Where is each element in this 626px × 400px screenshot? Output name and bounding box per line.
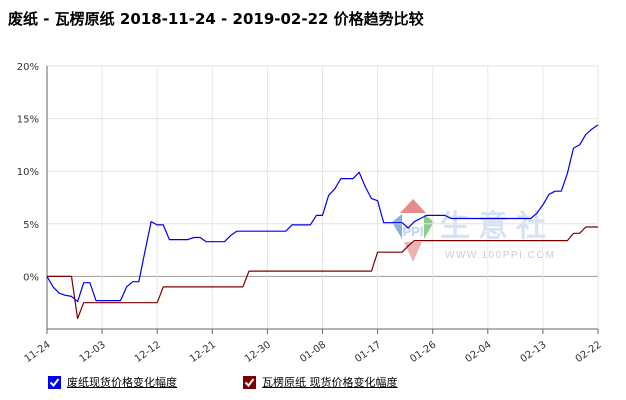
y-tick-label: 5%: [23, 220, 39, 231]
watermark-name: 生意社: [440, 209, 554, 244]
watermark-logo-left: [392, 214, 402, 239]
legend-label-corrugated: 瓦楞原纸 现货价格变化幅度: [262, 376, 398, 389]
legend-item-corrugated[interactable]: 瓦楞原纸 现货价格变化幅度: [243, 373, 398, 391]
y-tick-label: 15%: [17, 115, 39, 126]
y-tick-label: 10%: [17, 167, 39, 178]
watermark-url: WWW.100PPI.COM: [445, 250, 555, 261]
x-tick-label: 12-21: [188, 339, 218, 365]
watermark-logo-top: [400, 199, 426, 213]
watermark-logo-bottom: [404, 242, 422, 262]
series-line-wastepaper: [46, 124, 599, 303]
legend-checkbox-wastepaper[interactable]: [48, 375, 61, 389]
x-tick-label: 01-08: [298, 339, 328, 365]
chart-title: 废纸 - 瓦楞原纸 2018-11-24 - 2019-02-22 价格趋势比较: [8, 10, 424, 28]
x-tick-label: 02-22: [574, 339, 604, 365]
watermark-logo-right: [424, 214, 434, 239]
x-tick-label: 01-26: [408, 339, 438, 365]
legend-label-wastepaper: 废纸现货价格变化幅度: [67, 376, 177, 389]
x-tick-label: 11-24: [23, 339, 53, 365]
x-tick-label: 12-30: [243, 339, 273, 365]
series-line-corrugated: [47, 226, 598, 320]
x-tick-label: 02-04: [463, 339, 493, 365]
legend-checkbox-corrugated[interactable]: [243, 375, 256, 389]
y-tick-label: 0%: [23, 272, 39, 283]
x-tick-label: 01-17: [353, 339, 383, 365]
legend-item-wastepaper[interactable]: 废纸现货价格变化幅度: [48, 373, 177, 391]
x-tick-label: 12-12: [133, 339, 163, 365]
x-tick-label: 02-13: [519, 339, 549, 365]
watermark-logo: PPI 生意社 WWW.100PPI.COM: [392, 199, 555, 262]
y-tick-label: 20%: [17, 62, 39, 73]
x-tick-label: 12-03: [78, 339, 108, 365]
